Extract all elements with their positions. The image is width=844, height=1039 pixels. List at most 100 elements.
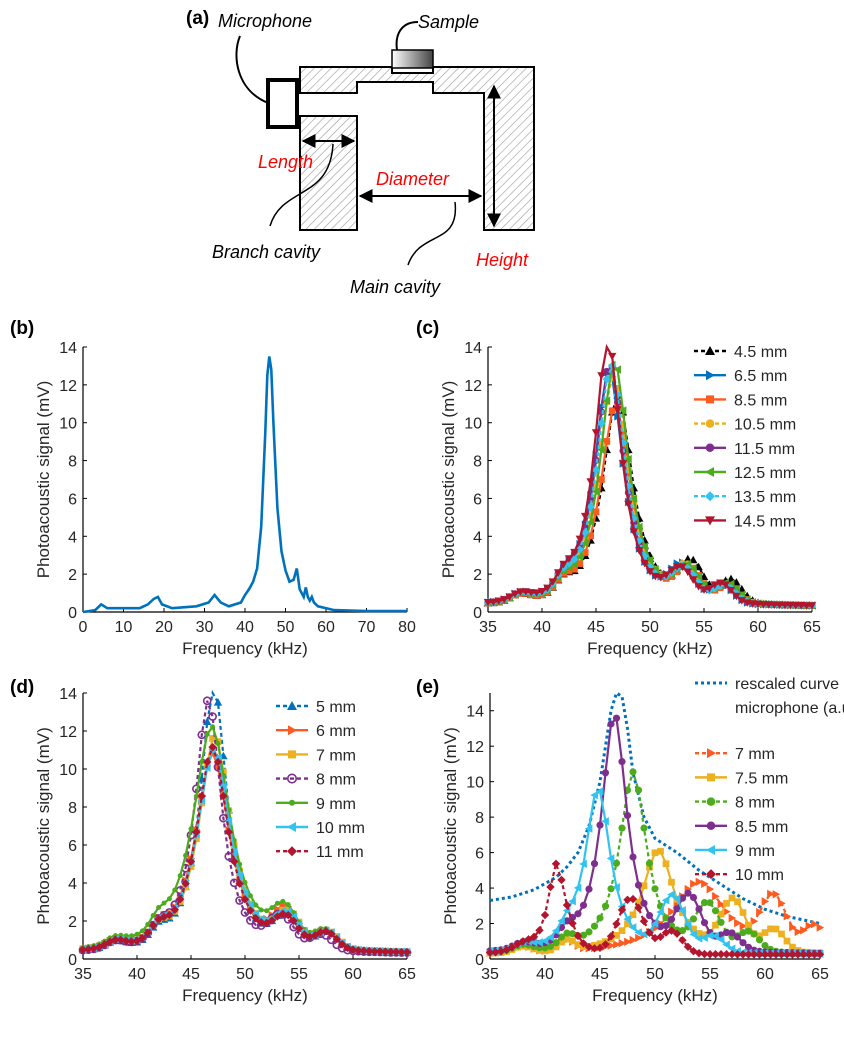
data-point — [645, 568, 655, 576]
data-point — [500, 596, 509, 604]
data-point — [273, 912, 282, 921]
x-tick-label: 40 — [236, 619, 254, 636]
legend-label: 10 mm — [735, 867, 784, 884]
data-point — [235, 879, 244, 888]
data-point — [761, 897, 770, 906]
data-point — [262, 918, 271, 928]
data-point — [777, 950, 786, 959]
data-point — [188, 826, 194, 832]
data-point — [546, 882, 555, 892]
series-line — [82, 724, 408, 953]
data-point — [618, 824, 626, 832]
data-point — [608, 407, 616, 415]
data-point — [689, 893, 698, 902]
data-point — [699, 586, 709, 594]
data-point — [810, 950, 819, 959]
data-point — [667, 890, 675, 899]
legend-label: 8.5 mm — [734, 392, 787, 409]
data-point — [634, 903, 643, 912]
data-point — [551, 926, 560, 936]
data-point — [624, 454, 632, 464]
data-point — [402, 947, 412, 957]
data-point — [815, 950, 825, 959]
legend-reference-label: rescaled curve of — [735, 676, 844, 693]
x-tick-label: 40 — [128, 966, 146, 983]
data-point — [570, 554, 579, 564]
data-point — [780, 601, 790, 610]
data-point — [543, 584, 552, 593]
data-point — [269, 905, 275, 911]
data-point — [170, 905, 179, 914]
data-point — [657, 847, 664, 855]
data-point — [767, 889, 775, 899]
data-point — [327, 929, 336, 938]
data-point — [568, 896, 576, 906]
data-point — [712, 921, 719, 929]
data-point — [240, 888, 249, 897]
data-point — [546, 942, 555, 950]
y-tick-label: 10 — [59, 416, 77, 433]
data-point — [700, 899, 709, 907]
data-point — [734, 898, 741, 906]
data-point — [640, 542, 648, 551]
data-point — [305, 932, 314, 941]
x-tick-label: 50 — [277, 619, 295, 636]
data-point — [557, 875, 566, 885]
data-point — [573, 883, 582, 893]
y-tick-label: 2 — [475, 917, 484, 934]
data-point — [166, 896, 172, 902]
data-point — [694, 583, 703, 591]
data-point — [586, 478, 595, 486]
data-point — [527, 589, 536, 597]
legend-swatch-marker — [706, 395, 714, 404]
y-tick-label: 6 — [473, 491, 482, 508]
y-tick-label: 10 — [466, 775, 484, 792]
data-point — [678, 927, 687, 935]
data-point — [668, 878, 675, 886]
y-tick-label: 8 — [475, 810, 484, 827]
data-point — [559, 560, 568, 569]
x-tick-label: 80 — [398, 619, 416, 636]
microphone-label: Microphone — [218, 11, 312, 31]
microphone-shape — [266, 78, 299, 129]
data-point — [150, 912, 156, 919]
data-point — [156, 904, 162, 911]
x-tick-label: 35 — [481, 966, 499, 983]
data-point — [678, 563, 687, 571]
data-point — [177, 873, 183, 879]
height-label: Height — [476, 250, 529, 270]
series-line — [487, 405, 813, 607]
data-point — [700, 949, 709, 959]
data-point — [274, 900, 280, 906]
data-point — [624, 500, 633, 509]
data-point — [187, 863, 195, 871]
data-point — [111, 935, 120, 944]
data-point — [516, 588, 525, 596]
data-point — [294, 924, 304, 933]
data-point — [755, 950, 764, 959]
data-point — [667, 922, 676, 930]
data-point — [759, 601, 768, 609]
data-point — [575, 535, 584, 544]
data-point — [672, 929, 682, 938]
data-point — [563, 929, 571, 937]
data-point — [563, 935, 571, 943]
data-point — [770, 601, 779, 610]
legend-label: 11 mm — [316, 844, 364, 861]
data-point — [640, 559, 649, 568]
data-point — [723, 907, 731, 916]
data-point — [208, 742, 217, 752]
legend-swatch-marker — [287, 701, 297, 710]
data-point — [656, 907, 664, 917]
data-point — [683, 554, 692, 563]
data-point — [639, 929, 648, 939]
data-point — [722, 950, 731, 959]
x-tick-label: 0 — [79, 619, 88, 636]
legend: rescaled curve of microphone (a.u.) 7 mm 7.… — [695, 676, 844, 884]
data-point — [640, 899, 648, 907]
y-tick-label: 12 — [466, 739, 484, 756]
data-point — [585, 928, 593, 936]
data-point — [721, 581, 730, 589]
y-axis-label: Photoacoustic signal (mV) — [441, 727, 460, 924]
legend-label: 4.5 mm — [734, 344, 787, 361]
